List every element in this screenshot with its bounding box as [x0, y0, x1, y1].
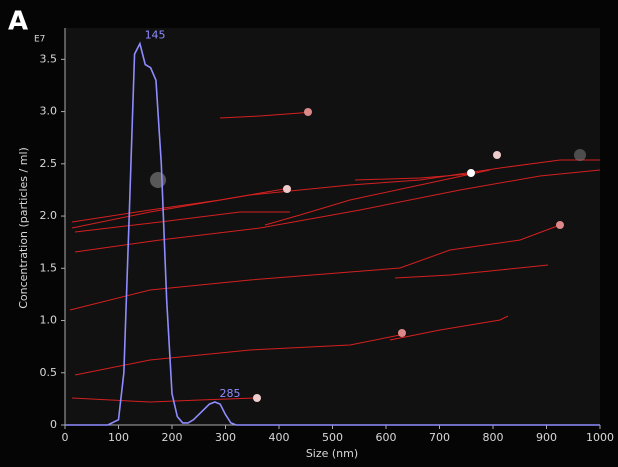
x-tick-label: 400 — [269, 431, 290, 444]
x-tick-label: 600 — [376, 431, 397, 444]
panel-label: A — [8, 7, 28, 37]
y-tick-label: 1.0 — [40, 314, 58, 327]
particle — [556, 221, 564, 229]
particle — [283, 185, 291, 193]
x-tick-label: 1000 — [586, 431, 614, 444]
series-line — [65, 41, 600, 426]
y-tick-label: 0 — [50, 418, 57, 431]
y-tick-label: 2.5 — [40, 157, 58, 170]
y-tick-label: 2.0 — [40, 209, 58, 222]
y-tick-label: 3.0 — [40, 105, 58, 118]
x-tick-label: 900 — [536, 431, 557, 444]
track — [74, 334, 401, 376]
track — [74, 169, 601, 253]
x-tick-label: 700 — [429, 431, 450, 444]
x-tick-label: 200 — [162, 431, 183, 444]
track — [74, 211, 290, 233]
track — [394, 264, 549, 279]
microscopy-image — [65, 28, 600, 425]
track — [354, 173, 471, 181]
track — [389, 315, 509, 341]
particles — [150, 108, 586, 402]
x-tick-label: 800 — [483, 431, 504, 444]
particle — [574, 149, 586, 161]
y-tick-label: 0.5 — [40, 366, 58, 379]
x-tick-label: 300 — [215, 431, 236, 444]
x-tick-label: 500 — [322, 431, 343, 444]
track — [71, 159, 600, 229]
particle — [150, 172, 166, 188]
track — [264, 169, 491, 226]
track — [71, 187, 291, 223]
particle — [253, 394, 261, 402]
x-tick-label: 100 — [108, 431, 129, 444]
y-tick-label: 3.5 — [40, 52, 58, 65]
x-axis-label: Size (nm) — [306, 447, 358, 460]
y-multiplier: E7 — [34, 35, 45, 45]
x-tick-label: 0 — [62, 431, 69, 444]
y-tick-label: 1.5 — [40, 261, 58, 274]
peak-label: 285 — [219, 387, 240, 400]
particle — [467, 169, 475, 177]
y-axis-label: Concentration (particles / ml) — [17, 147, 30, 309]
peak-label: 145 — [145, 29, 166, 42]
particle — [493, 151, 501, 159]
track — [71, 397, 256, 403]
particle — [398, 329, 406, 337]
particle — [304, 108, 312, 116]
